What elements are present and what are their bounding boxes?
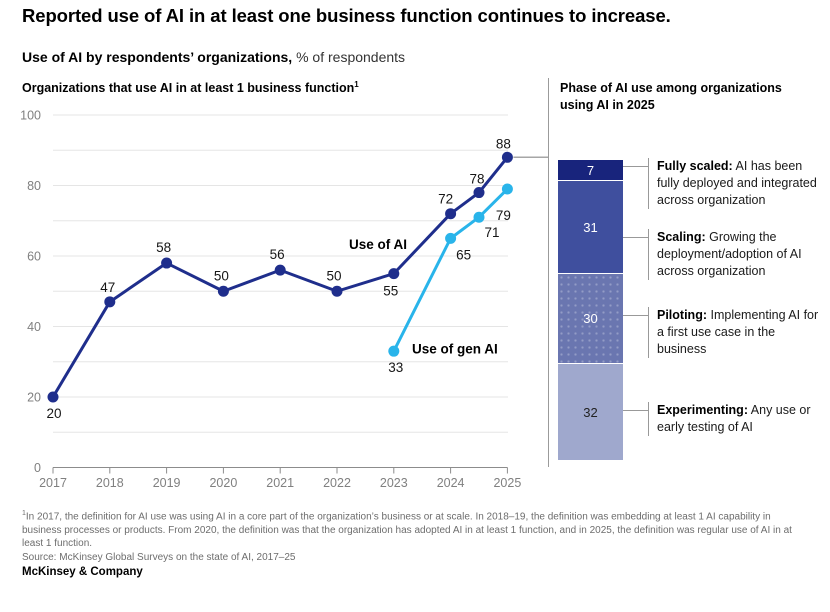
- y-tick-label: 20: [27, 391, 41, 405]
- segment-value: 32: [583, 404, 598, 420]
- company-footer: McKinsey & Company: [22, 566, 143, 578]
- y-tick-label: 40: [27, 320, 41, 334]
- data-label: 65: [456, 247, 471, 262]
- data-point: [473, 187, 485, 199]
- source-line: Source: McKinsey Global Surveys on the s…: [22, 551, 296, 563]
- x-tick-label: 2025: [493, 476, 521, 490]
- data-point: [47, 391, 59, 403]
- bar-segment-experimenting: 32: [558, 364, 623, 460]
- legend-item-fully-scaled: Fully scaled: AI has been fully deployed…: [648, 158, 826, 209]
- data-label: 72: [438, 192, 453, 207]
- segment-value: 30: [583, 311, 598, 326]
- phase-stacked-bar: 7 31 30 32: [558, 160, 623, 460]
- series-line: [51, 155, 509, 399]
- bar-segment-piloting: 30: [558, 274, 623, 364]
- segment-value: 31: [583, 219, 598, 235]
- data-point: [331, 285, 343, 297]
- subtitle-units: % of respondents: [292, 49, 406, 65]
- data-label: 56: [270, 247, 285, 262]
- x-tick-label: 2017: [39, 476, 67, 490]
- legend-connector-line: [623, 166, 648, 167]
- data-point: [388, 268, 400, 280]
- data-point: [501, 151, 513, 163]
- y-tick-label: 0: [34, 461, 41, 475]
- data-label: 55: [383, 284, 398, 299]
- data-label: 20: [46, 406, 61, 421]
- legend-connector-line: [623, 237, 648, 238]
- y-tick-label: 100: [20, 109, 41, 123]
- data-label: 47: [100, 280, 115, 295]
- legend-connector-line: [623, 410, 648, 411]
- legend-item-piloting: Piloting: Implementing AI for a first us…: [648, 307, 826, 358]
- line-chart-title: Organizations that use AI in at least 1 …: [22, 80, 359, 96]
- subtitle-bold: Use of AI by respondents’ organizations,: [22, 49, 293, 65]
- x-tick-label: 2020: [209, 476, 237, 490]
- series-label: Use of AI: [349, 237, 407, 252]
- y-tick-label: 60: [27, 250, 41, 264]
- footnote: 1In 2017, the definition for AI use was …: [22, 507, 812, 564]
- data-point: [161, 257, 173, 269]
- x-tick-label: 2018: [96, 476, 124, 490]
- footnote-text: 1In 2017, the definition for AI use was …: [22, 510, 792, 550]
- chart-subtitle: Use of AI by respondents’ organizations,…: [22, 49, 405, 65]
- data-label: 71: [484, 225, 499, 240]
- phase-panel-title: Phase of AI use among organizations usin…: [560, 81, 782, 112]
- x-tick-label: 2024: [437, 476, 465, 490]
- series-line: [392, 187, 509, 353]
- x-tick-label: 2019: [153, 476, 181, 490]
- data-label: 79: [496, 208, 511, 223]
- bar-segment-fully-scaled: 7: [558, 160, 623, 181]
- data-label: 88: [496, 136, 511, 151]
- legend-item-scaling: Scaling: Growing the deployment/adoption…: [648, 229, 826, 280]
- legend-item-experimenting: Experimenting: Any use or early testing …: [648, 402, 826, 436]
- data-point: [501, 183, 513, 195]
- data-label: 58: [156, 240, 171, 255]
- x-tick-label: 2023: [380, 476, 408, 490]
- x-tick-label: 2022: [323, 476, 351, 490]
- x-tick-label: 2021: [266, 476, 294, 490]
- legend-connector-line: [623, 315, 648, 316]
- series-label: Use of gen AI: [412, 342, 498, 357]
- footnote-marker: 1: [354, 80, 359, 89]
- y-tick-label: 80: [27, 179, 41, 193]
- data-point: [445, 232, 457, 244]
- data-point: [104, 296, 116, 308]
- panel-divider: [548, 78, 549, 467]
- bar-segment-scaling: 31: [558, 181, 623, 274]
- data-label: 50: [214, 268, 229, 283]
- page-title: Reported use of AI in at least one busin…: [22, 5, 671, 26]
- data-point: [388, 345, 400, 357]
- data-point: [217, 285, 229, 297]
- segment-value: 7: [586, 162, 595, 178]
- data-label: 50: [326, 268, 341, 283]
- data-label: 33: [388, 360, 403, 375]
- data-point: [274, 264, 286, 276]
- data-point: [445, 208, 457, 220]
- data-label: 78: [469, 172, 484, 187]
- data-point: [473, 211, 485, 223]
- line-chart-svg: 2017 2018 2019 2020 2021 2022 2023 2024 2025 0 20 4…: [20, 109, 548, 490]
